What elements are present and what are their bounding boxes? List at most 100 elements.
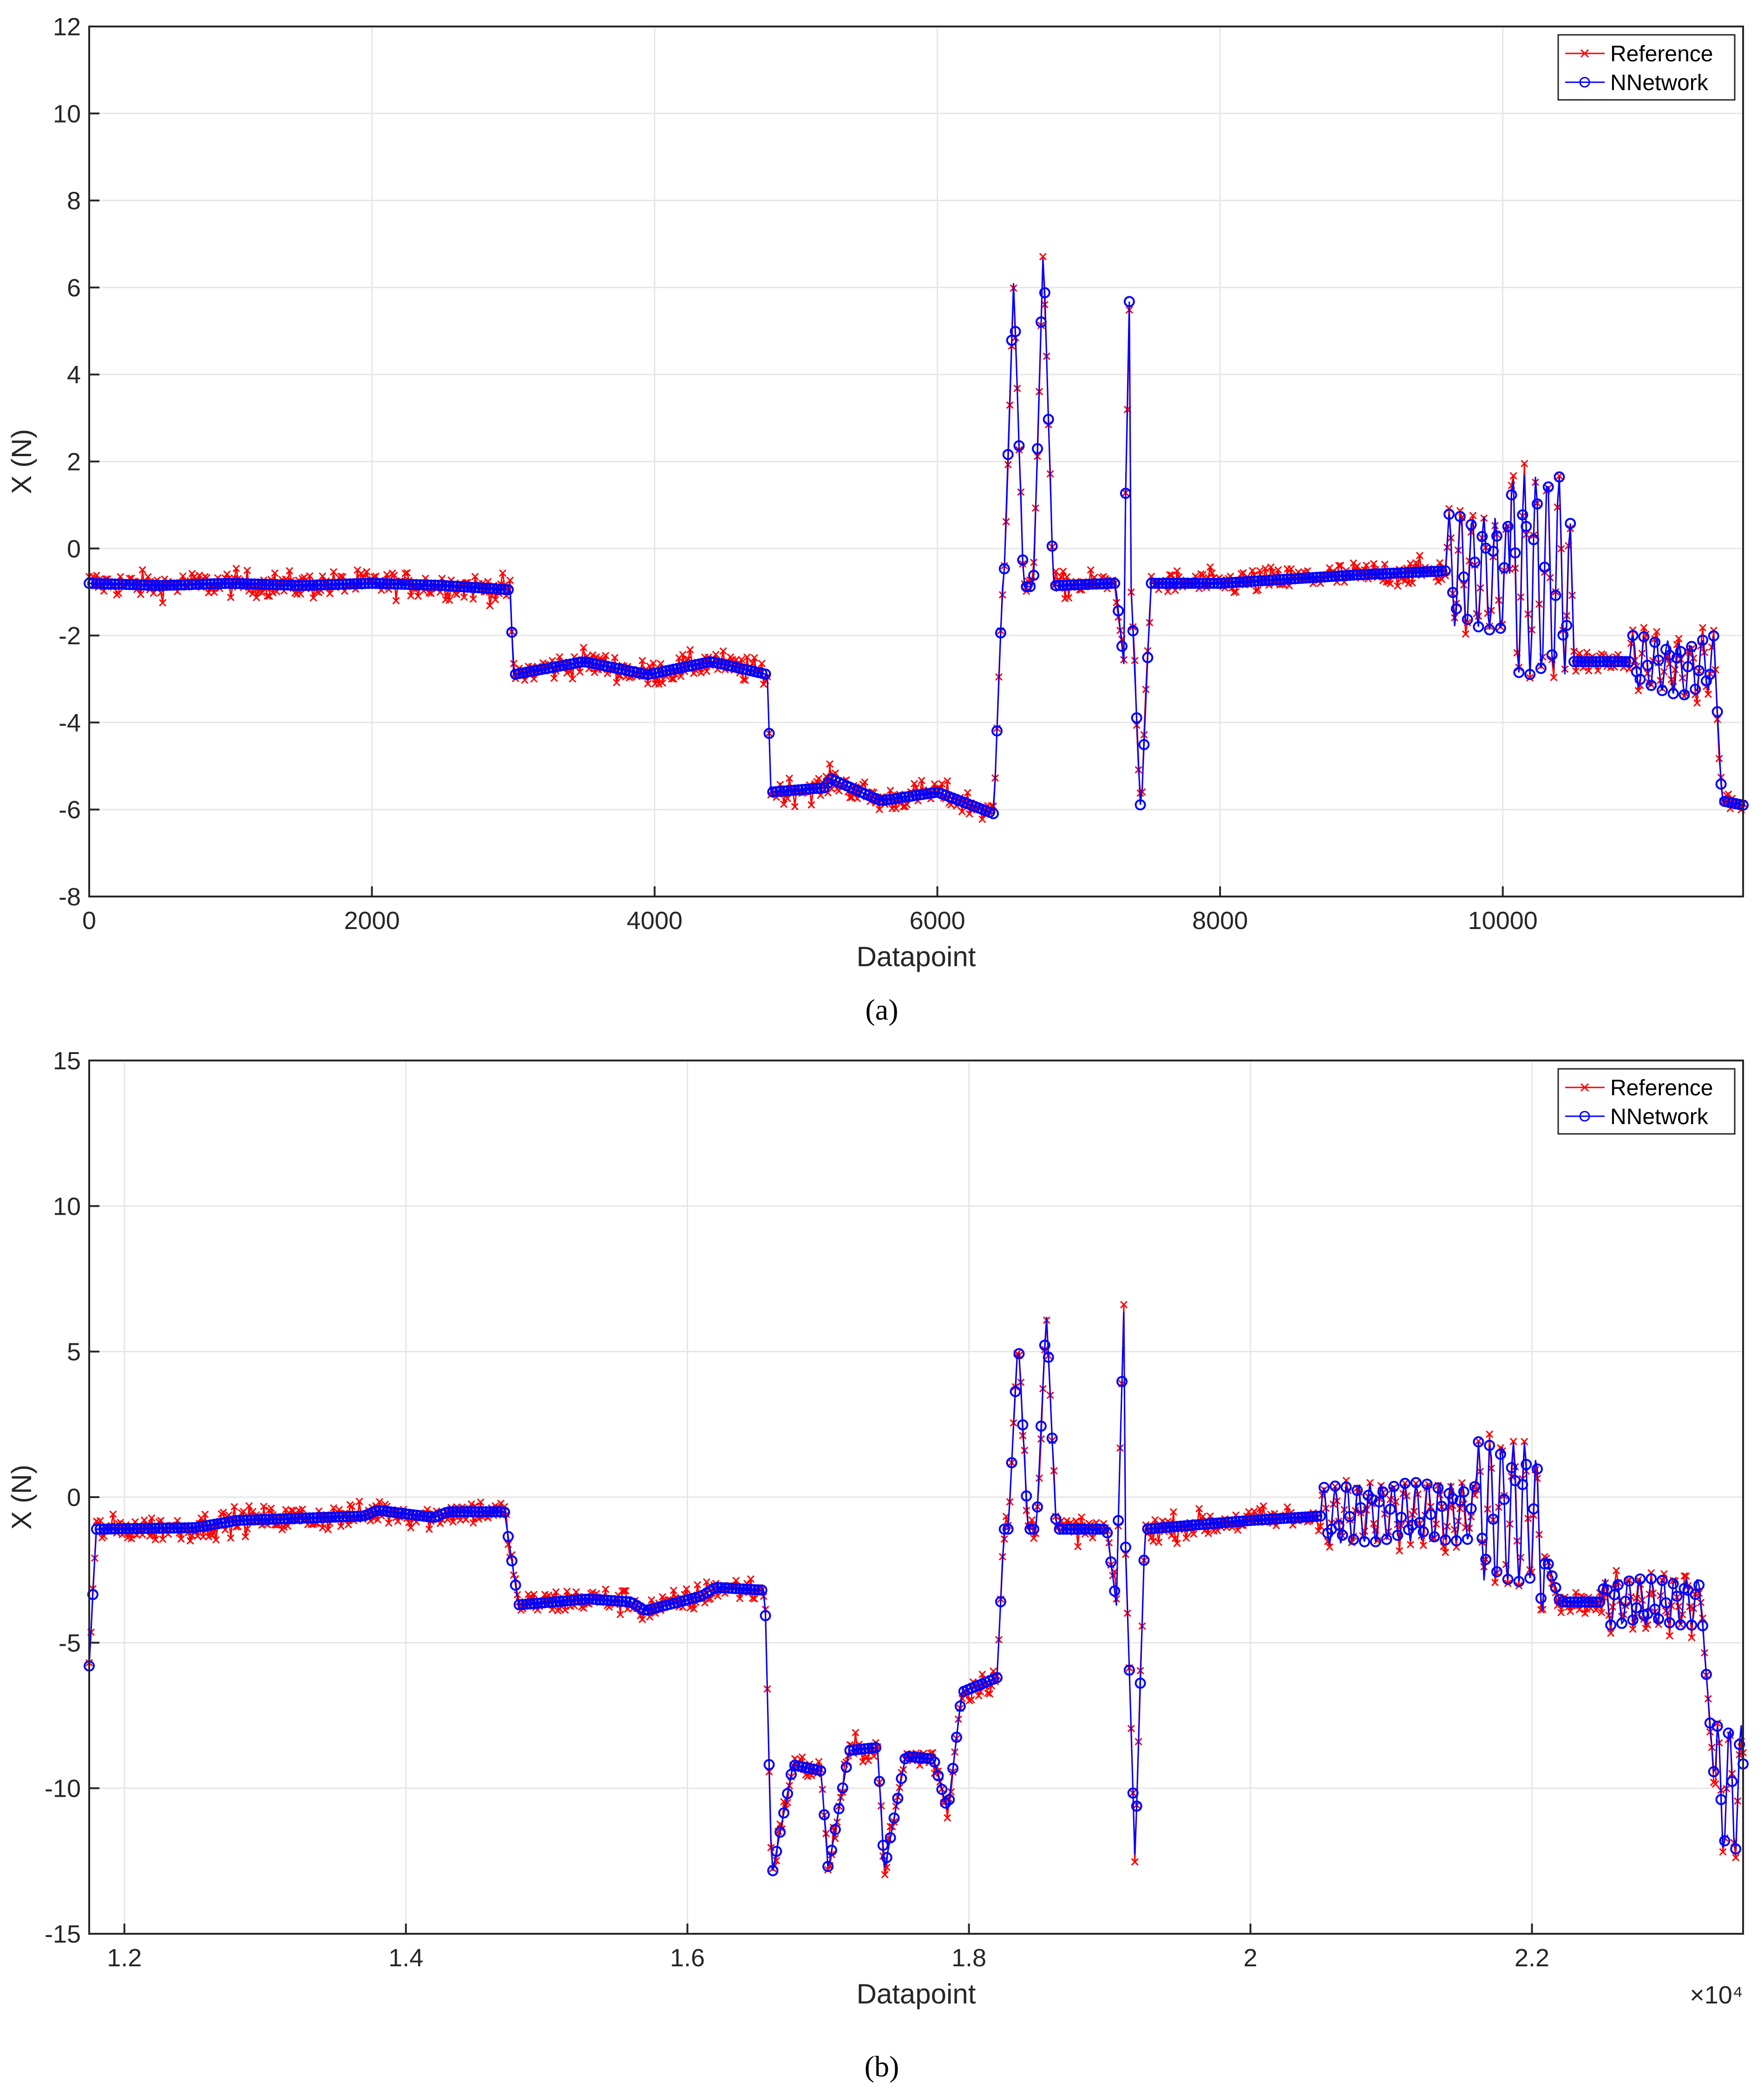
x-tick-label: 1.2 [107,1944,142,1972]
nnetwork-point [367,577,378,589]
nnetwork-point [789,785,800,796]
nnetwork-point [745,1584,756,1595]
y-tick-label: -15 [45,1920,81,1948]
reference-point [1261,564,1269,572]
nnetwork-point [1017,1419,1029,1431]
nnetwork-point [1554,471,1565,483]
reference-point [1335,562,1343,569]
reference-point [1386,1496,1394,1504]
nnetwork-point [1311,571,1323,583]
nnetwork-point [1127,625,1139,637]
nnetwork-point [947,1763,959,1774]
nnetwork-point [565,1595,577,1606]
reference-point [243,567,251,575]
nnetwork-point [771,1846,782,1857]
x-axis-label: Datapoint [857,1978,976,2009]
reference-point [271,569,279,577]
nnetwork-point [249,1514,260,1525]
reference-point [227,593,235,602]
nnetwork-point [517,1599,529,1610]
reference-point [690,1605,698,1613]
nnetwork-point [1613,1579,1624,1591]
reference-point [127,1535,136,1543]
reference-point [449,1518,457,1526]
nnetwork-point [135,1523,146,1534]
nnetwork-point [1157,1522,1168,1533]
reference-point [958,808,966,816]
reference-point [425,1525,433,1533]
nnetwork-point [1697,1620,1708,1631]
legend-label: NNetwork [1610,71,1709,95]
nnetwork-point [881,1852,892,1863]
reference-point [668,675,675,683]
nnetwork-point [774,785,786,797]
nnetwork-point [131,1523,143,1534]
reference-point [1583,648,1591,656]
nnetwork-point [396,578,407,590]
nnetwork-point [102,1523,113,1535]
nnetwork-point [1682,661,1694,673]
nnetwork-point [1032,443,1043,454]
nnetwork-point [1296,572,1308,584]
nnetwork-point [1153,577,1165,589]
reference-point [1704,690,1712,698]
nnetwork-point [1575,1596,1587,1608]
y-tick-label: -10 [45,1775,81,1803]
reference-point [1432,1520,1440,1528]
nnetwork-point [1318,1482,1330,1493]
nnetwork-point [1248,1514,1260,1526]
nnetwork-point [778,1807,790,1819]
nnetwork-point [1513,1576,1525,1587]
nnetwork-point [892,1793,904,1804]
nnetwork-point [498,583,510,595]
nnetwork-point [998,1523,1010,1535]
nnetwork-point [1726,1776,1738,1787]
nnetwork-point [1292,1512,1304,1523]
nnetwork-point [1109,577,1121,589]
nnetwork-point [829,1824,841,1835]
reference-point [931,780,938,788]
nnetwork-point [1627,630,1639,641]
nnetwork-point [1197,577,1209,589]
reference-point [1713,1719,1721,1727]
nnetwork-point [492,1506,503,1518]
reference-point [1167,571,1175,579]
nnetwork-point [267,579,279,590]
nnetwork-point [1524,1572,1536,1584]
nnetwork-point [1065,579,1076,591]
nnetwork-point [1690,683,1701,695]
nnetwork-point [333,1511,345,1523]
reference-point [427,589,435,597]
nnetwork-point [230,578,242,589]
nnetwork-point [1440,565,1451,577]
reference-point [899,803,907,811]
nnetwork-point [1311,1511,1323,1522]
nnetwork-point [1164,1521,1175,1533]
nnetwork-point [1359,1536,1371,1547]
nnetwork-point [1267,1513,1279,1525]
nnetwork-point [1094,578,1106,589]
reference-point [1028,1516,1036,1524]
nnetwork-point [1113,1515,1124,1526]
nnetwork-point [1186,577,1198,589]
nnetwork-point [1340,570,1352,582]
nnetwork-point [1550,589,1561,601]
nnetwork-point [848,1744,859,1756]
reference-point [938,780,946,788]
nnetwork-point [1149,577,1161,589]
nnetwork-point [330,1511,341,1523]
nnetwork-point [1620,1596,1631,1607]
y-tick-label: 4 [67,361,81,389]
nnetwork-point [153,580,165,591]
reference-point [392,597,400,605]
reference-point [319,572,327,580]
nnetwork-point [230,1515,242,1526]
nnetwork-point [1425,566,1436,577]
reference-point [1366,1479,1374,1487]
nnetwork-point [322,1512,334,1523]
nnetwork-point [293,580,304,591]
nnetwork-point [388,578,400,590]
nnetwork-point [1506,489,1517,501]
nnetwork-point [1179,577,1190,589]
reference-point [703,1578,711,1586]
